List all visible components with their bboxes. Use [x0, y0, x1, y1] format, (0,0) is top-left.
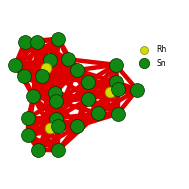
Point [67, 58, 70, 61]
Text: Sn: Sn [157, 59, 166, 68]
Point [108, 90, 111, 93]
Point [143, 48, 146, 51]
Point [56, 124, 59, 127]
Point [23, 40, 26, 43]
Point [37, 148, 40, 151]
Point [57, 37, 60, 40]
Point [53, 92, 57, 95]
Point [97, 112, 100, 115]
Point [87, 97, 90, 100]
Point [40, 74, 43, 77]
Point [27, 134, 30, 137]
Point [114, 81, 117, 84]
Point [75, 69, 78, 72]
Point [76, 125, 79, 128]
Point [136, 88, 139, 91]
Point [116, 112, 119, 115]
Text: Rh: Rh [157, 46, 167, 54]
Point [49, 58, 52, 61]
Point [114, 63, 117, 66]
Point [56, 149, 59, 152]
Point [87, 80, 90, 83]
Point [54, 117, 57, 120]
Point [27, 117, 30, 120]
Point [48, 127, 51, 130]
Point [44, 66, 47, 69]
Point [116, 88, 119, 91]
Point [35, 41, 38, 44]
Point [14, 64, 17, 67]
Point [32, 95, 35, 98]
Point [54, 100, 57, 103]
Point [143, 62, 146, 65]
Point [22, 74, 25, 77]
